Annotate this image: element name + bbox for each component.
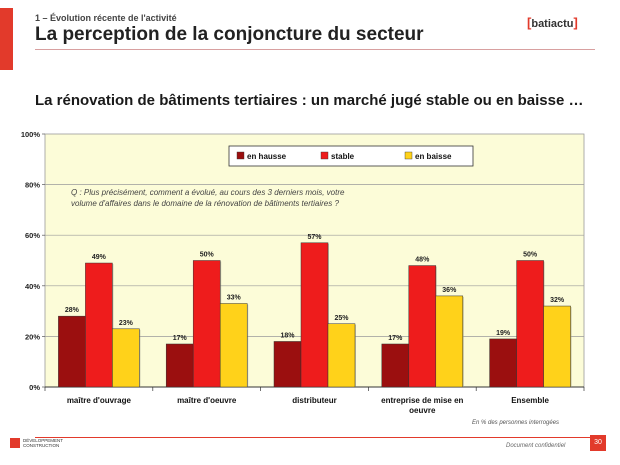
brand-name: DÉVELOPPEMENT CONSTRUCTION — [23, 438, 73, 448]
x-category-label: maître d'oeuvre — [177, 396, 237, 405]
brand-line-2: CONSTRUCTION — [23, 443, 60, 448]
legend-swatch — [320, 151, 329, 160]
data-label: 48% — [415, 257, 430, 264]
logo-bracket-close: ] — [573, 15, 578, 30]
bar — [85, 262, 113, 388]
data-label: 33% — [227, 295, 242, 302]
y-tick-label: 80% — [25, 181, 40, 190]
y-tick-label: 60% — [25, 231, 40, 240]
slide-subtitle: La rénovation de bâtiments tertiaires : … — [35, 92, 584, 109]
bar — [381, 343, 410, 388]
footer-divider — [35, 437, 590, 438]
page-title: La perception de la conjoncture du secte… — [35, 24, 424, 45]
data-label: 25% — [334, 315, 349, 322]
logo-text: batiactu — [531, 18, 574, 30]
data-label: 28% — [65, 307, 80, 314]
section-label: 1 – Évolution récente de l'activité — [35, 13, 177, 23]
bar — [192, 260, 221, 388]
legend-label: en hausse — [247, 152, 287, 161]
bar — [273, 341, 302, 388]
data-label: 19% — [496, 330, 511, 337]
bar — [408, 265, 437, 388]
legend — [228, 145, 474, 167]
batiactu-logo: [batiactu] — [527, 15, 578, 30]
y-tick-label: 20% — [25, 332, 40, 341]
legend-label: stable — [331, 152, 355, 161]
bar — [516, 260, 544, 388]
bar — [543, 305, 571, 388]
data-label: 23% — [119, 320, 134, 327]
data-label: 36% — [442, 287, 457, 294]
bar — [112, 328, 140, 388]
question-text: volume d'affaires dans le domaine de la … — [71, 199, 339, 208]
x-category-label: Ensemble — [511, 396, 549, 405]
page-number: 30 — [590, 435, 606, 451]
source-note: En % des personnes interrogées — [472, 420, 560, 426]
header-divider — [35, 49, 595, 50]
bar — [489, 338, 517, 388]
bar — [219, 303, 248, 388]
data-label: 17% — [173, 335, 188, 342]
y-tick-label: 40% — [25, 282, 40, 291]
bar — [300, 242, 329, 388]
confidential-note: Document confidentiel — [506, 443, 566, 449]
y-tick-label: 100% — [21, 130, 41, 139]
legend-swatch — [404, 151, 413, 160]
bar — [435, 295, 464, 388]
data-label: 49% — [92, 254, 107, 261]
data-label: 32% — [550, 297, 565, 304]
bar — [58, 315, 86, 388]
brand-line-1: DÉVELOPPEMENT — [23, 438, 64, 443]
x-category-label: oeuvre — [409, 406, 436, 415]
brand-logo-icon — [10, 438, 20, 448]
x-category-label: distributeur — [292, 396, 336, 405]
legend-label: en baisse — [415, 152, 452, 161]
data-label: 18% — [280, 332, 295, 339]
data-label: 17% — [388, 335, 403, 342]
bar — [165, 343, 194, 388]
data-label: 50% — [523, 252, 538, 259]
x-category-label: entreprise de mise en — [381, 396, 463, 405]
header-accent-bar — [0, 8, 13, 70]
data-label: 57% — [307, 234, 322, 241]
question-text: Q : Plus précisément, comment a évolué, … — [71, 188, 345, 197]
x-category-label: maître d'ouvrage — [67, 396, 132, 405]
bar — [327, 323, 356, 388]
y-tick-label: 0% — [29, 383, 40, 392]
legend-swatch — [236, 151, 245, 160]
data-label: 50% — [200, 252, 215, 259]
logo-bracket-open: [ — [527, 15, 532, 30]
